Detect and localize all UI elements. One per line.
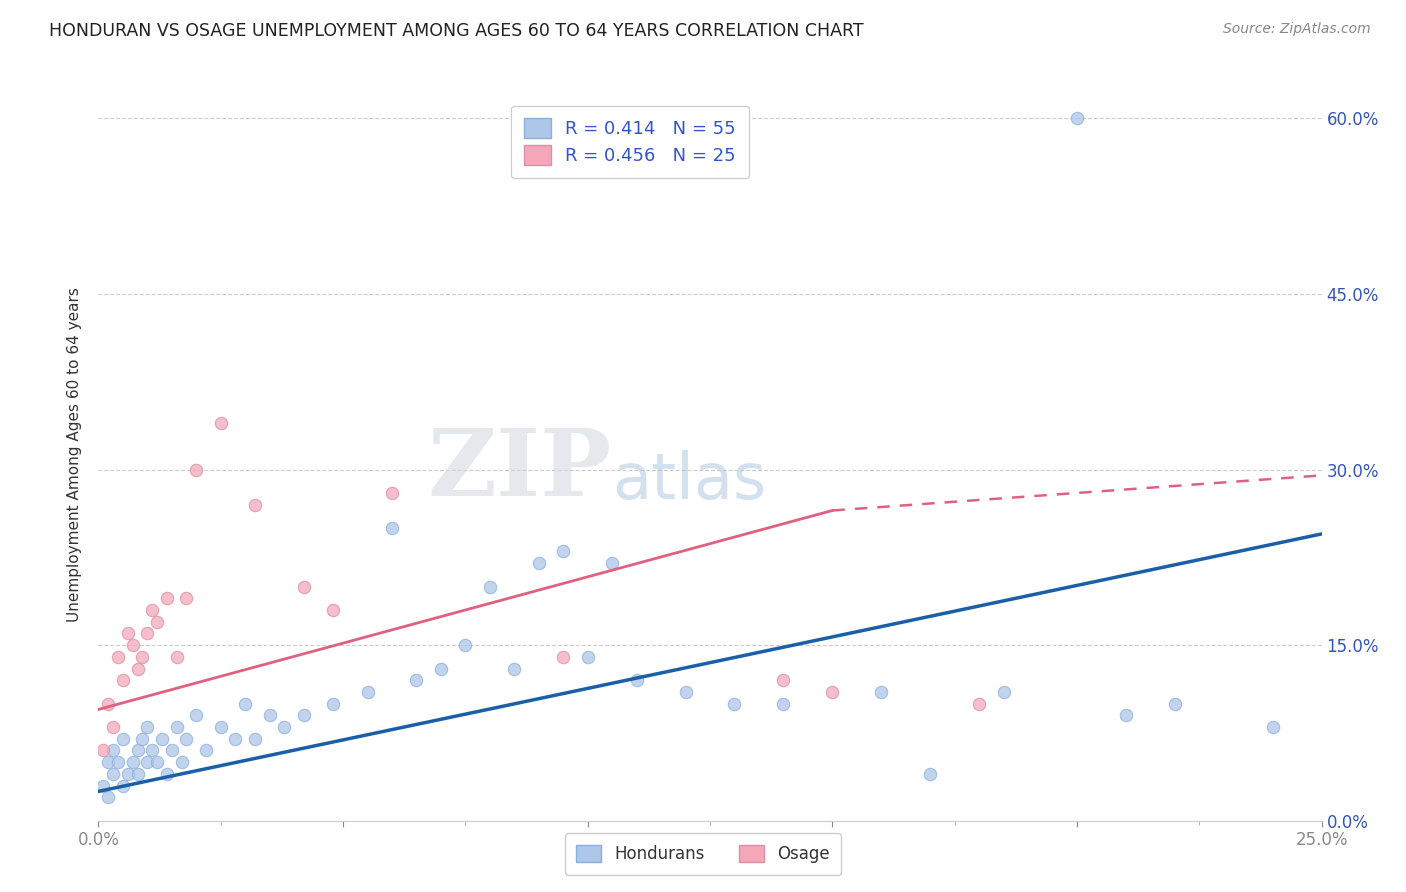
Point: [131, 649, 153, 664]
Text: HONDURAN VS OSAGE UNEMPLOYMENT AMONG AGES 60 TO 64 YEARS CORRELATION CHART: HONDURAN VS OSAGE UNEMPLOYMENT AMONG AGE…: [49, 22, 863, 40]
Point: [156, 591, 179, 606]
Point: [259, 708, 281, 723]
Point: [209, 720, 232, 734]
Point: [553, 544, 575, 558]
Point: [146, 755, 169, 769]
Point: [97, 790, 120, 805]
Y-axis label: Unemployment Among Ages 60 to 64 years: Unemployment Among Ages 60 to 64 years: [67, 287, 83, 623]
Point: [600, 556, 623, 570]
Point: [576, 649, 599, 664]
Point: [166, 649, 188, 664]
Point: [141, 603, 163, 617]
Point: [127, 743, 149, 757]
Point: [91, 779, 114, 793]
Point: [136, 626, 159, 640]
Point: [723, 697, 745, 711]
Point: [405, 673, 427, 688]
Point: [1115, 708, 1137, 723]
Point: [127, 767, 149, 781]
Point: [870, 685, 893, 699]
Point: [186, 462, 208, 476]
Point: [626, 673, 648, 688]
Point: [322, 603, 344, 617]
Point: [117, 767, 139, 781]
Point: [127, 661, 149, 675]
Point: [195, 743, 218, 757]
Point: [111, 673, 134, 688]
Point: [430, 661, 453, 675]
Point: [107, 649, 129, 664]
Text: Source: ZipAtlas.com: Source: ZipAtlas.com: [1223, 22, 1371, 37]
Point: [772, 673, 794, 688]
Point: [117, 626, 139, 640]
Point: [224, 731, 246, 746]
Point: [141, 743, 163, 757]
Point: [150, 731, 173, 746]
Text: atlas: atlas: [612, 450, 766, 511]
Point: [243, 498, 266, 512]
Point: [136, 720, 159, 734]
Point: [1066, 112, 1088, 126]
Point: [821, 685, 844, 699]
Point: [131, 731, 153, 746]
Point: [675, 685, 697, 699]
Point: [292, 580, 315, 594]
Point: [233, 697, 256, 711]
Point: [503, 661, 526, 675]
Point: [156, 767, 179, 781]
Point: [176, 731, 198, 746]
Point: [454, 638, 477, 652]
Point: [170, 755, 193, 769]
Point: [920, 767, 942, 781]
Point: [97, 755, 120, 769]
Point: [101, 743, 124, 757]
Point: [322, 697, 344, 711]
Point: [101, 720, 124, 734]
Point: [111, 779, 134, 793]
Point: [101, 767, 124, 781]
Point: [107, 755, 129, 769]
Point: [160, 743, 183, 757]
Point: [121, 638, 143, 652]
Point: [176, 591, 198, 606]
Point: [772, 697, 794, 711]
Point: [1261, 720, 1284, 734]
Point: [273, 720, 295, 734]
Point: [121, 755, 143, 769]
Point: [111, 731, 134, 746]
Point: [209, 416, 232, 430]
Point: [243, 731, 266, 746]
Point: [527, 556, 550, 570]
Point: [1164, 697, 1187, 711]
Point: [186, 708, 208, 723]
Text: ZIP: ZIP: [427, 425, 612, 515]
Point: [381, 486, 404, 500]
Legend: R = 0.414   N = 55, R = 0.456   N = 25: R = 0.414 N = 55, R = 0.456 N = 25: [512, 105, 748, 178]
Point: [478, 580, 501, 594]
Point: [136, 755, 159, 769]
Point: [356, 685, 378, 699]
Point: [381, 521, 404, 535]
Legend: Hondurans, Osage: Hondurans, Osage: [565, 833, 841, 875]
Point: [146, 615, 169, 629]
Point: [91, 743, 114, 757]
Point: [166, 720, 188, 734]
Point: [553, 649, 575, 664]
Point: [967, 697, 990, 711]
Point: [292, 708, 315, 723]
Point: [993, 685, 1015, 699]
Point: [97, 697, 120, 711]
